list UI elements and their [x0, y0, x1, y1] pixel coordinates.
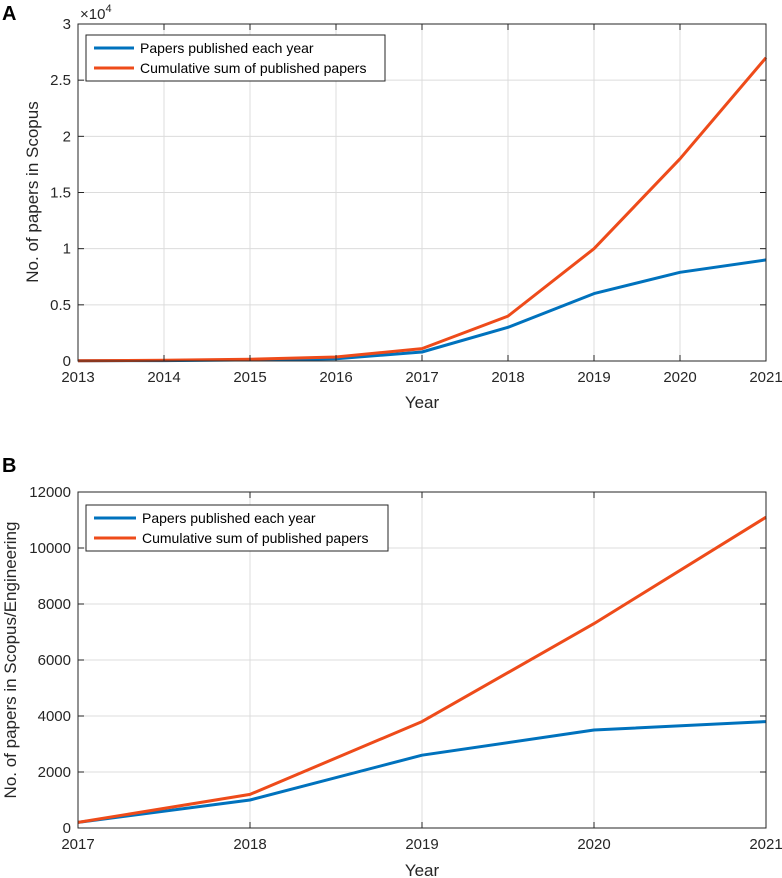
y-tick-label: 3: [63, 16, 71, 33]
y-tick-label: 1.5: [50, 185, 71, 202]
y-tick-label: 12000: [29, 484, 71, 501]
y-tick-label: 0: [63, 820, 71, 837]
x-tick-label: 2017: [61, 836, 94, 853]
y-axis-title-a: No. of papers in Scopus: [23, 101, 42, 282]
legend-label-papers-each-year-b: Papers published each year: [142, 510, 316, 526]
y-tick-label: 2.5: [50, 72, 71, 89]
series-line-cumulative-sum-a: [77, 56, 768, 363]
x-tick-label: 2018: [491, 369, 524, 386]
y-axis-title-b: No. of papers in Scopus/Engineering: [1, 522, 20, 799]
y-tick-label: 0.5: [50, 297, 71, 314]
x-axis-title-a: Year: [405, 393, 440, 412]
chart-panel-b: B 2017 2018 2019 2020 2021 0 2000 4000 6000 8000 1…: [1, 455, 782, 878]
legend-box-b: [85, 504, 389, 552]
panel-label-b: B: [2, 455, 16, 477]
panel-label-a: A: [2, 3, 16, 25]
x-tick-label: 2021: [749, 369, 782, 386]
legend-label-cumulative-sum-b: Cumulative sum of published papers: [142, 530, 368, 546]
x-axis-title-b: Year: [405, 861, 440, 878]
x-tick-label: 2020: [663, 369, 696, 386]
y-tick-label: 2: [63, 128, 71, 145]
x-tick-label: 2014: [147, 369, 180, 386]
x-tick-label: 2017: [405, 369, 438, 386]
legend-a: Papers published each year Cumulative su…: [85, 34, 386, 82]
series-line-cumulative-sum-b: [77, 515, 767, 824]
y-exponent-label-a: ×104: [80, 3, 112, 23]
legend-label-cumulative-sum-a: Cumulative sum of published papers: [140, 60, 366, 76]
x-tick-label: 2016: [319, 369, 352, 386]
y-tick-label: 1: [63, 241, 71, 258]
series-line-papers-each-year-b: [77, 720, 767, 824]
y-tick-label: 8000: [38, 596, 71, 613]
y-tick-label: 2000: [38, 764, 71, 781]
x-tick-label: 2019: [577, 369, 610, 386]
legend-label-papers-each-year-a: Papers published each year: [140, 40, 314, 56]
legend-b: Papers published each year Cumulative su…: [85, 504, 389, 552]
y-tick-label: 10000: [29, 540, 71, 557]
x-tick-label: 2019: [405, 836, 438, 853]
legend-box-a: [85, 34, 386, 82]
y-tick-label: 6000: [38, 652, 71, 669]
x-tick-label: 2013: [61, 369, 94, 386]
x-tick-label: 2015: [233, 369, 266, 386]
x-tick-label: 2020: [577, 836, 610, 853]
x-tick-label: 2018: [233, 836, 266, 853]
y-tick-label: 4000: [38, 708, 71, 725]
y-tick-label: 0: [63, 353, 71, 370]
chart-panel-a: A 2013 2014 2015 2016 2017 2018 2019 2020 2021 0 0…: [2, 3, 782, 412]
x-tick-label: 2021: [749, 836, 782, 853]
